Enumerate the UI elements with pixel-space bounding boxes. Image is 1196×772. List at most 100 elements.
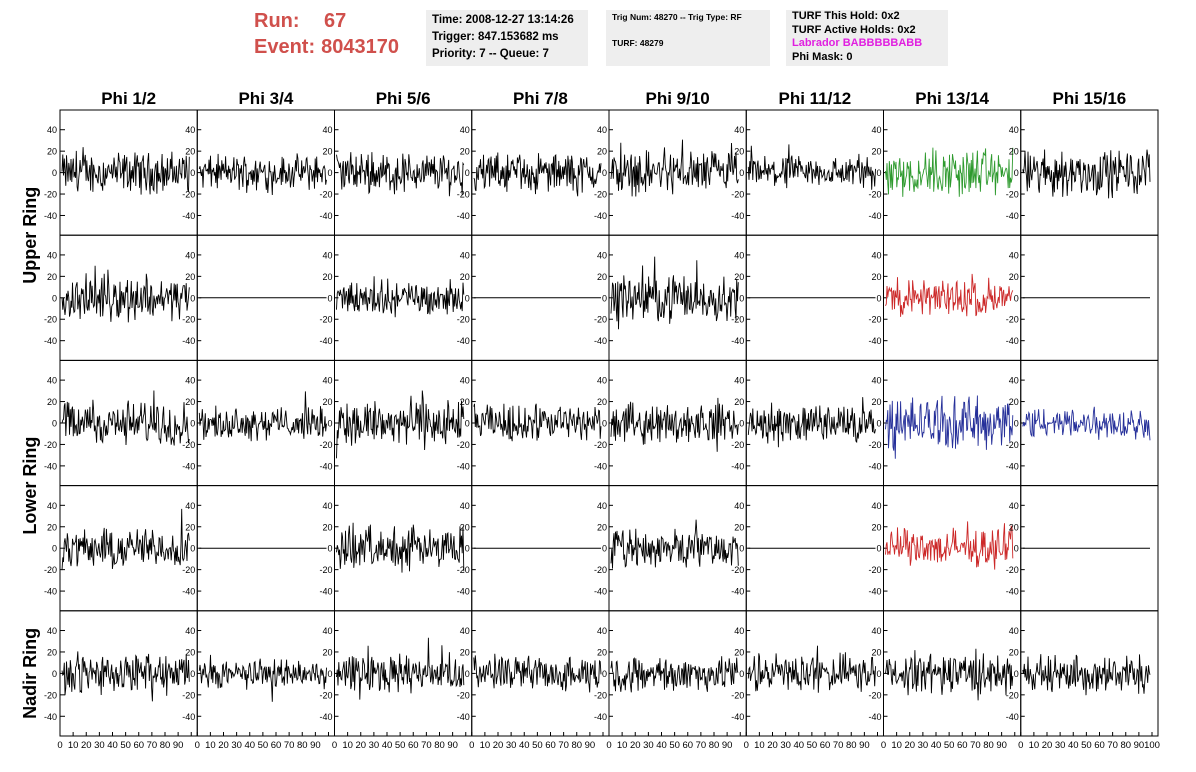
trigger-text: Trigger: 847.153682 ms (432, 31, 559, 43)
x-tick-label: 20 (767, 740, 778, 751)
y-tick-label: 0 (876, 419, 881, 429)
y-tick-label: 0 (465, 419, 470, 429)
panel-frame (883, 234, 1022, 361)
y-tick-label: -20 (594, 315, 607, 325)
y-tick-label: 20 (734, 147, 744, 157)
x-tick-label: 10 (342, 740, 353, 751)
x-tick-label: 60 (820, 740, 831, 751)
y-tick-label: -40 (1006, 712, 1019, 722)
event-label: Event: (254, 36, 316, 58)
x-tick-label: 0 (469, 740, 474, 751)
y-tick-label: -20 (868, 440, 881, 450)
x-tick-label: 0 (57, 740, 62, 751)
panel-frame (883, 359, 1022, 487)
waveform-trace (1022, 149, 1151, 199)
x-tick-label: 30 (94, 740, 105, 751)
y-tick-label: 20 (871, 522, 881, 532)
y-tick-label: 20 (597, 522, 607, 532)
x-tick-label: 70 (558, 740, 569, 751)
y-tick-label: 40 (460, 626, 470, 636)
y-tick-label: 20 (322, 522, 332, 532)
y-tick-label: 40 (47, 376, 57, 386)
turf-text: TURF: 48279 (612, 38, 664, 48)
waveform-trace (610, 656, 739, 693)
column-title: Phi 9/10 (645, 89, 709, 108)
y-tick-label: 20 (322, 147, 332, 157)
y-tick-label: -20 (868, 565, 881, 575)
x-tick-label: 60 (545, 740, 556, 751)
waveform-trace (885, 395, 1014, 459)
y-tick-label: -20 (594, 690, 607, 700)
y-tick-label: 20 (185, 272, 195, 282)
column-title: Phi 1/2 (101, 89, 156, 108)
y-tick-label: -20 (457, 315, 470, 325)
y-tick-label: -40 (44, 587, 57, 597)
y-tick-label: -40 (594, 336, 607, 346)
x-tick-label: 40 (793, 740, 804, 751)
y-tick-label: 0 (602, 544, 607, 554)
x-tick-label: 80 (709, 740, 720, 751)
phi-mask-text: Phi Mask: 0 (792, 50, 853, 63)
column-title: Phi 11/12 (778, 89, 851, 108)
y-tick-label: 40 (47, 125, 57, 135)
y-tick-label: -20 (1006, 315, 1019, 325)
waveform-trace (336, 522, 465, 573)
x-tick-label: 40 (382, 740, 393, 751)
y-tick-label: 20 (1009, 147, 1019, 157)
y-tick-label: -40 (868, 461, 881, 471)
y-tick-label: -20 (319, 690, 332, 700)
run-label: Run: (254, 10, 300, 32)
waveform-trace (610, 397, 739, 452)
x-tick-label: 40 (244, 740, 255, 751)
y-tick-label: -20 (457, 440, 470, 450)
y-tick-label: -40 (594, 712, 607, 722)
x-tick-label: 60 (271, 740, 282, 751)
x-tick-label: 50 (532, 740, 543, 751)
turf-this-hold-text: TURF This Hold: 0x2 (792, 10, 900, 22)
y-tick-label: -40 (594, 587, 607, 597)
waveform-trace (61, 147, 190, 195)
y-tick-label: 40 (322, 626, 332, 636)
y-tick-label: 0 (190, 669, 195, 679)
waveform-trace (747, 645, 876, 693)
y-tick-label: -40 (319, 211, 332, 221)
x-tick-label: 80 (434, 740, 445, 751)
x-tick-label: 90 (996, 740, 1007, 751)
time-trigger-panel: Time: 2008-12-27 13:14:26 Trigger: 847.1… (426, 10, 588, 66)
y-tick-label: -20 (868, 315, 881, 325)
y-tick-label: 20 (1009, 522, 1019, 532)
x-tick-label: 0 (332, 740, 337, 751)
y-tick-label: 0 (876, 293, 881, 303)
y-tick-label: -40 (457, 336, 470, 346)
y-tick-label: 40 (597, 376, 607, 386)
x-tick-label: 0 (744, 740, 749, 751)
y-tick-label: -40 (319, 587, 332, 597)
x-tick-label: 50 (258, 740, 269, 751)
y-tick-label: 40 (871, 376, 881, 386)
y-tick-label: -20 (868, 690, 881, 700)
y-tick-label: 40 (322, 125, 332, 135)
y-tick-label: -40 (1006, 461, 1019, 471)
y-tick-label: 40 (47, 501, 57, 511)
waveform-trace (61, 390, 190, 446)
y-tick-label: -20 (44, 315, 57, 325)
ring-label: Nadir Ring (20, 628, 40, 719)
y-tick-label: -40 (594, 461, 607, 471)
y-tick-label: 20 (460, 147, 470, 157)
x-tick-label: 30 (1055, 740, 1066, 751)
y-tick-label: 40 (871, 125, 881, 135)
y-tick-label: -20 (44, 440, 57, 450)
y-tick-label: 0 (739, 419, 744, 429)
y-tick-label: -20 (182, 690, 195, 700)
y-tick-label: 0 (465, 168, 470, 178)
y-tick-label: 0 (602, 168, 607, 178)
y-tick-label: 40 (871, 250, 881, 260)
y-tick-label: 40 (734, 250, 744, 260)
y-tick-label: 40 (734, 626, 744, 636)
y-tick-label: -40 (731, 211, 744, 221)
y-tick-label: -20 (1006, 190, 1019, 200)
y-tick-label: 0 (739, 544, 744, 554)
x-tick-label: 50 (395, 740, 406, 751)
y-tick-label: 40 (185, 376, 195, 386)
